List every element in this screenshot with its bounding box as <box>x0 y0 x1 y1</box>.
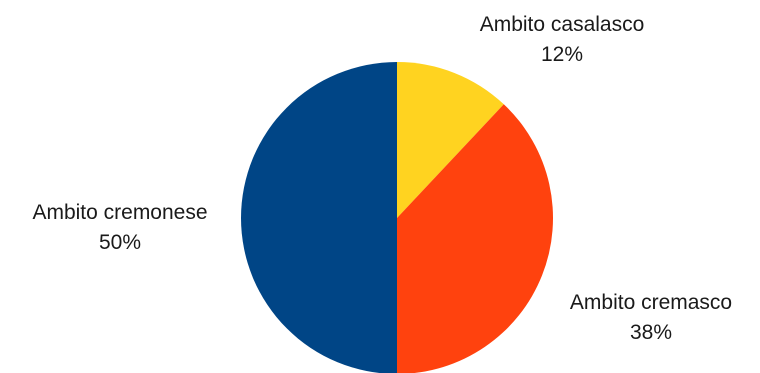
slice-label-cremasco-name: Ambito cremasco <box>570 291 732 314</box>
label-casalasco: Ambito casalasco 12% <box>480 13 645 66</box>
slice-label-cremonese-name: Ambito cremonese <box>32 201 207 224</box>
slice-label-casalasco-name: Ambito casalasco <box>480 13 645 36</box>
label-cremasco: Ambito cremasco 38% <box>570 291 732 344</box>
slice-label-cremonese-pct: 50% <box>99 231 141 254</box>
pie-slice-ambito-cremasco <box>397 104 553 373</box>
label-cremonese: Ambito cremonese 50% <box>32 201 207 254</box>
slice-label-casalasco-pct: 12% <box>541 43 583 66</box>
pie-slices <box>241 62 553 373</box>
slice-label-cremasco-pct: 38% <box>630 321 672 344</box>
pie-slice-ambito-cremonese <box>241 62 397 373</box>
pie-slice-ambito-casalasco <box>397 62 504 218</box>
